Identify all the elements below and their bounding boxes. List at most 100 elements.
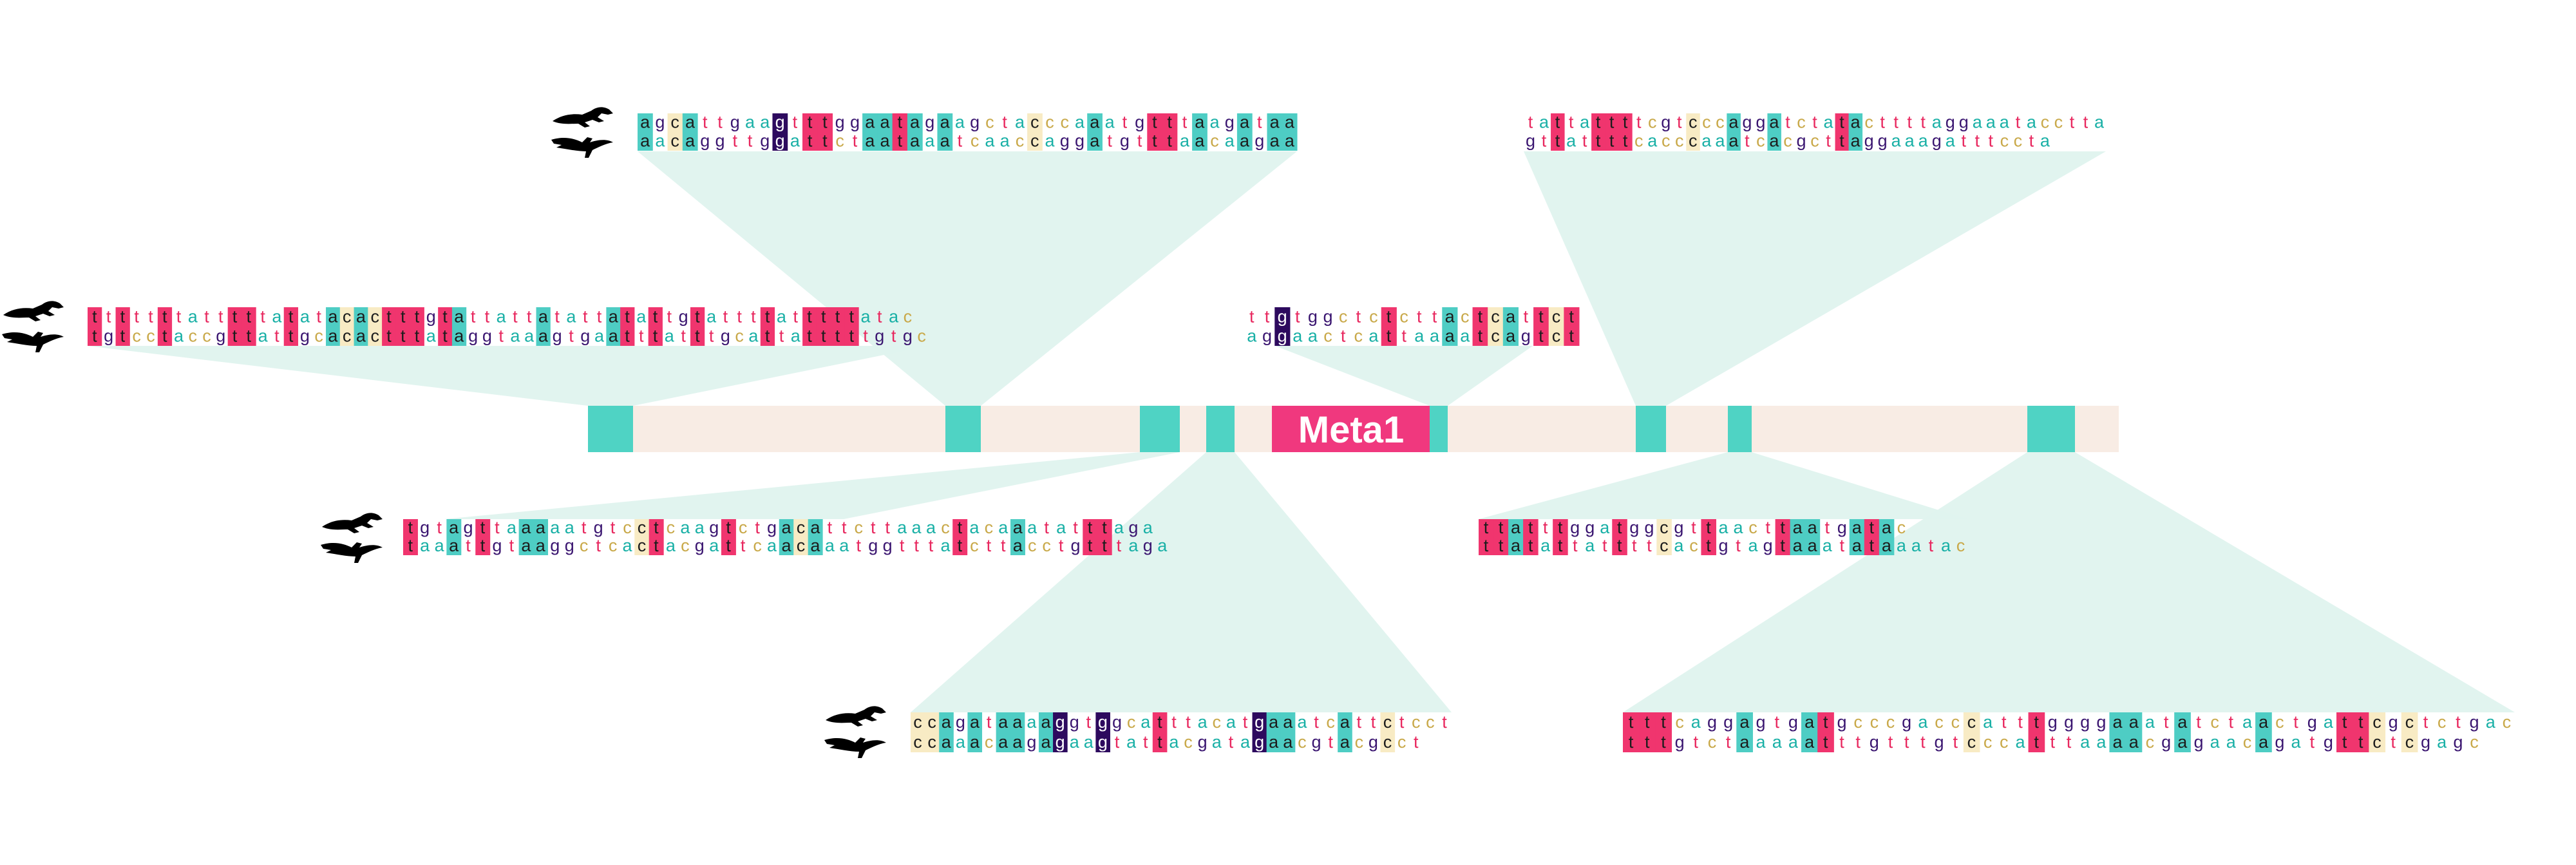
- nucleotide-cell: [475, 519, 491, 537]
- nucleotide-letter: t: [1920, 113, 1926, 132]
- nucleotide-letter: a: [1772, 732, 1783, 752]
- nucleotide-letter: a: [1897, 536, 1907, 555]
- nucleotide-letter: a: [1748, 536, 1759, 555]
- nucleotide-letter: a: [695, 518, 705, 537]
- nucleotide-letter: g: [1070, 712, 1079, 732]
- nucleotide-letter: c: [1383, 732, 1392, 752]
- nucleotide-letter: c: [855, 518, 864, 537]
- nucleotide-cell: [634, 519, 650, 537]
- nucleotide-letter: t: [1826, 131, 1831, 151]
- nucleotide-letter: t: [1414, 732, 1419, 752]
- nucleotide-letter: c: [1028, 536, 1037, 555]
- nucleotide-letter: t: [1186, 712, 1191, 732]
- nucleotide-letter: g: [1585, 518, 1595, 537]
- nucleotide-letter: a: [272, 307, 282, 326]
- nucleotide-letter: a: [1157, 536, 1168, 555]
- nucleotide-letter: t: [386, 307, 392, 326]
- nucleotide-cell: [1442, 327, 1458, 346]
- nucleotide-letter: c: [1648, 113, 1657, 132]
- nucleotide-letter: t: [2034, 712, 2039, 732]
- nucleotide-cell: [1801, 732, 1818, 752]
- nucleotide-letter: t: [1961, 131, 1966, 151]
- nucleotide-cell: [2353, 732, 2369, 752]
- nucleotide-letter: t: [1478, 307, 1483, 326]
- nucleotide-letter: a: [1090, 131, 1100, 151]
- nucleotide-letter: a: [1041, 712, 1051, 732]
- nucleotide-letter: c: [2470, 732, 2479, 752]
- nucleotide-letter: a: [538, 326, 549, 345]
- nucleotide-cell: [620, 307, 635, 327]
- nucleotide-letter: a: [2040, 131, 2050, 151]
- nucleotide-cell: [242, 327, 256, 346]
- nucleotide-letter: t: [1870, 536, 1875, 555]
- nucleotide-letter: t: [1387, 326, 1392, 345]
- nucleotide-letter: a: [550, 518, 560, 537]
- nucleotide-cell: [1236, 132, 1253, 151]
- nucleotide-letter: a: [536, 518, 546, 537]
- nucleotide-letter: a: [2210, 732, 2221, 752]
- conserved-block-3: [1140, 406, 1180, 452]
- nucleotide-letter: g: [1674, 518, 1683, 537]
- nucleotide-letter: a: [1891, 131, 1902, 151]
- nucleotide-cell: [1605, 113, 1619, 132]
- nucleotide-cell: [1701, 537, 1716, 555]
- lizard-icon: [3, 301, 64, 321]
- nucleotide-letter: a: [2080, 732, 2090, 752]
- nucleotide-cell: [1639, 712, 1656, 732]
- gene-box[interactable]: [1272, 406, 1430, 452]
- nucleotide-letter: t: [835, 326, 840, 345]
- nucleotide-cell: [1472, 327, 1488, 346]
- nucleotide-cell: [690, 307, 705, 327]
- connector-2: [638, 151, 1297, 406]
- nucleotide-letter: t: [1823, 732, 1828, 752]
- nucleotide-cell: [451, 327, 467, 346]
- nucleotide-letter: g: [2161, 732, 2171, 752]
- nucleotide-letter: t: [498, 326, 504, 345]
- connector-3: [444, 452, 1180, 519]
- nucleotide-letter: a: [1141, 712, 1151, 732]
- nucleotide-letter: t: [1295, 307, 1300, 326]
- nucleotide-letter: a: [1070, 732, 1080, 752]
- connector-5: [1275, 346, 1533, 406]
- nucleotide-letter: a: [356, 307, 366, 326]
- nucleotide-cell: [395, 307, 411, 327]
- nucleotide-letter: t: [415, 326, 420, 345]
- nucleotide-cell: [1338, 712, 1352, 732]
- nucleotide-letter: a: [1852, 536, 1862, 555]
- nucleotide-letter: g: [1742, 113, 1752, 132]
- nucleotide-letter: a: [897, 518, 907, 537]
- nucleotide-cell: [937, 113, 953, 132]
- nucleotide-cell: [1879, 519, 1895, 537]
- nucleotide-letter: a: [2177, 732, 2188, 752]
- nucleotide-cell: [830, 307, 845, 327]
- nucleotide-cell: [533, 519, 549, 537]
- nucleotide-letter: c: [1708, 732, 1717, 752]
- nucleotide-cell: [721, 519, 736, 537]
- nucleotide-letter: c: [1369, 307, 1378, 326]
- nucleotide-letter: g: [1718, 536, 1728, 555]
- nucleotide-letter: t: [1555, 113, 1560, 132]
- nucleotide-letter: t: [471, 307, 476, 326]
- nucleotide-cell: [907, 132, 923, 151]
- nucleotide-letter: t: [1596, 131, 1601, 151]
- nucleotide-letter: t: [1157, 712, 1162, 732]
- nucleotide-letter: a: [1941, 536, 1951, 555]
- nucleotide-letter: t: [842, 518, 847, 537]
- nucleotide-cell: [1790, 537, 1806, 555]
- nucleotide-cell: [952, 519, 968, 537]
- nucleotide-letter: a: [810, 518, 820, 537]
- nucleotide-cell: [368, 307, 383, 327]
- nucleotide-letter: c: [2014, 131, 2023, 151]
- nucleotide-letter: a: [174, 326, 184, 345]
- nucleotide-letter: g: [730, 113, 740, 132]
- nucleotide-cell: [2174, 732, 2191, 752]
- nucleotide-letter: c: [797, 536, 806, 555]
- nucleotide-cell: [816, 307, 831, 327]
- nucleotide-letter: t: [765, 307, 770, 326]
- nucleotide-letter: c: [1660, 518, 1669, 537]
- nucleotide-letter: t: [726, 536, 731, 555]
